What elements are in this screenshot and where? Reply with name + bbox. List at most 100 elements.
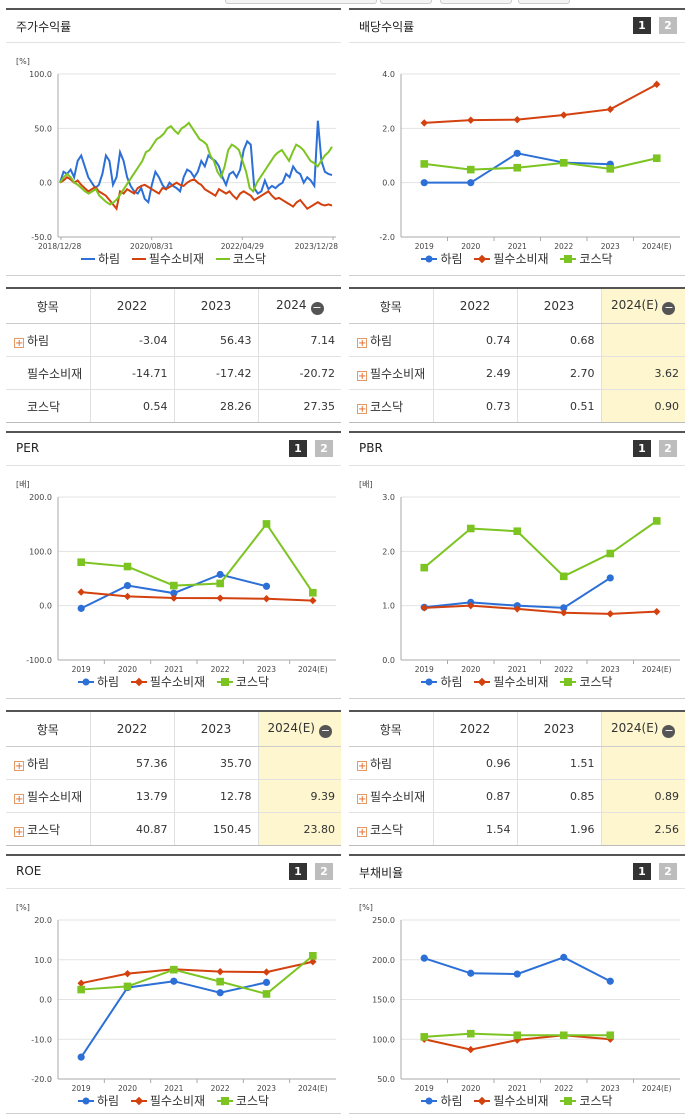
data-point <box>262 595 271 603</box>
table-row: + 코스닥 0.73 0.51 0.90 <box>349 389 685 423</box>
tab-1[interactable]: 1 <box>289 440 307 457</box>
chart-area: [%] 20.0 10.0 0.0 -10.0 -20.0 2019 2020 2021 2022… <box>6 887 341 1114</box>
data-point <box>559 572 568 581</box>
expand-icon[interactable]: + <box>357 337 367 349</box>
series-line <box>423 520 658 578</box>
data-point <box>560 111 568 119</box>
chart-area: [배] 200.0 100.0 0.0 -100.0 2019 2020 2021 2022 20… <box>6 464 341 699</box>
data-point <box>216 594 224 602</box>
x-tick-label: 2022 <box>211 665 230 674</box>
expand-icon[interactable]: + <box>14 337 24 349</box>
panel-header: 주가수익률 <box>6 8 341 43</box>
data-point <box>262 582 271 590</box>
data-point <box>262 520 271 528</box>
data-point <box>653 80 661 89</box>
tab-1[interactable]: 1 <box>633 440 651 457</box>
legend-consumer: 필수소비재 <box>474 1092 549 1109</box>
data-point <box>420 119 428 127</box>
collapse-icon[interactable]: − <box>662 300 676 315</box>
chart-area: [%] 100.0 50.0 0.0 -50.0 2018/12/28 2020/08/31… <box>6 41 341 276</box>
expand-icon[interactable]: + <box>14 826 24 838</box>
unit-label: [%] <box>359 903 373 912</box>
tab-2[interactable]: 2 <box>315 440 333 457</box>
col-header: 2022 <box>89 287 174 324</box>
tab-2[interactable]: 2 <box>659 863 677 880</box>
col-header: 2022 <box>432 710 517 747</box>
data-point <box>606 977 614 985</box>
tab-2[interactable]: 2 <box>315 863 333 880</box>
tab-1[interactable]: 1 <box>289 863 307 880</box>
x-tick-label: 2021 <box>508 665 527 674</box>
collapse-icon[interactable]: − <box>318 723 332 738</box>
expand-icon[interactable]: + <box>357 403 367 415</box>
expand-icon[interactable]: + <box>357 760 367 772</box>
data-point <box>466 165 475 174</box>
data-point <box>467 969 475 977</box>
expand-icon[interactable]: + <box>14 760 24 772</box>
data-point <box>262 968 271 976</box>
data-point <box>513 149 521 157</box>
col-header: 항목 <box>6 710 90 747</box>
x-tick-label: 2019 <box>72 665 91 674</box>
x-tick-label: 2020 <box>461 1084 480 1093</box>
x-tick-label: 2024(E) <box>642 1084 672 1093</box>
x-tick-label: 2022 <box>554 1084 573 1093</box>
data-point <box>77 985 85 994</box>
top-button[interactable] <box>380 0 432 4</box>
table-row: + 필수소비재 13.79 12.78 9.39 <box>6 779 341 813</box>
data-point <box>652 517 661 525</box>
data-point <box>606 549 615 558</box>
y-tick-label: 3.0 <box>382 493 395 502</box>
pbr-table: 항목 2022 2023 2024(E) − + 하림 0.96 1.51 + 필수소비재 0.8… <box>349 710 685 846</box>
collapse-icon[interactable]: − <box>662 723 676 738</box>
data-point <box>560 953 568 961</box>
x-tick-label: 2023 <box>257 1084 276 1093</box>
y-tick-label: -100.0 <box>26 656 52 665</box>
roe-chart: [%] 20.0 10.0 0.0 -10.0 -20.0 2019 2020 2021 2022… <box>16 903 336 1093</box>
table-row: + 하림 0.74 0.68 <box>349 323 685 357</box>
table-row: 필수소비재 -14.71 -17.42 -20.72 <box>6 356 341 390</box>
series-line <box>81 522 314 594</box>
y-tick-label: 100.0 <box>372 1035 395 1044</box>
table-row: + 필수소비재 0.87 0.85 0.89 <box>349 779 685 813</box>
tab-2[interactable]: 2 <box>659 440 677 457</box>
data-point <box>466 524 475 533</box>
x-tick-label: 2024(E) <box>642 242 672 251</box>
data-point <box>170 977 178 985</box>
data-point <box>216 570 224 579</box>
tab-1[interactable]: 1 <box>633 863 651 880</box>
y-tick-label: 2.0 <box>382 547 395 556</box>
top-button[interactable] <box>440 0 512 4</box>
expand-icon[interactable]: + <box>357 826 367 838</box>
expand-icon[interactable]: + <box>357 793 367 805</box>
x-tick-label: 2020/08/31 <box>130 242 173 251</box>
y-tick-label: 250.0 <box>372 916 395 925</box>
chart-legend: 하림 필수소비재 코스닥 <box>349 250 685 267</box>
x-tick-label: 2023/12/28 <box>295 242 338 251</box>
legend-consumer: 필수소비재 <box>130 673 205 690</box>
expand-icon[interactable]: + <box>357 370 367 382</box>
col-header: 2024(E) − <box>257 710 341 747</box>
data-point <box>123 562 132 571</box>
top-button[interactable] <box>518 0 570 4</box>
per-chart: [배] 200.0 100.0 0.0 -100.0 2019 2020 2021 2022 20… <box>16 480 336 674</box>
data-point <box>606 165 615 173</box>
tab-2[interactable]: 2 <box>659 17 677 34</box>
legend-harim: 하림 <box>80 252 121 266</box>
x-tick-label: 2021 <box>164 1084 183 1093</box>
col-header: 2023 <box>173 287 258 324</box>
series-line <box>424 604 657 615</box>
expand-icon[interactable]: + <box>14 793 24 805</box>
x-tick-label: 2024(E) <box>642 665 672 674</box>
data-point <box>309 588 317 597</box>
x-tick-label: 2022 <box>554 242 573 251</box>
collapse-icon[interactable]: − <box>310 300 324 315</box>
legend-kosdaq: 코스닥 <box>560 250 613 267</box>
tab-1[interactable]: 1 <box>633 17 651 34</box>
top-button[interactable] <box>225 0 377 4</box>
col-header: 항목 <box>6 287 90 324</box>
y-tick-label: -2.0 <box>379 233 395 242</box>
